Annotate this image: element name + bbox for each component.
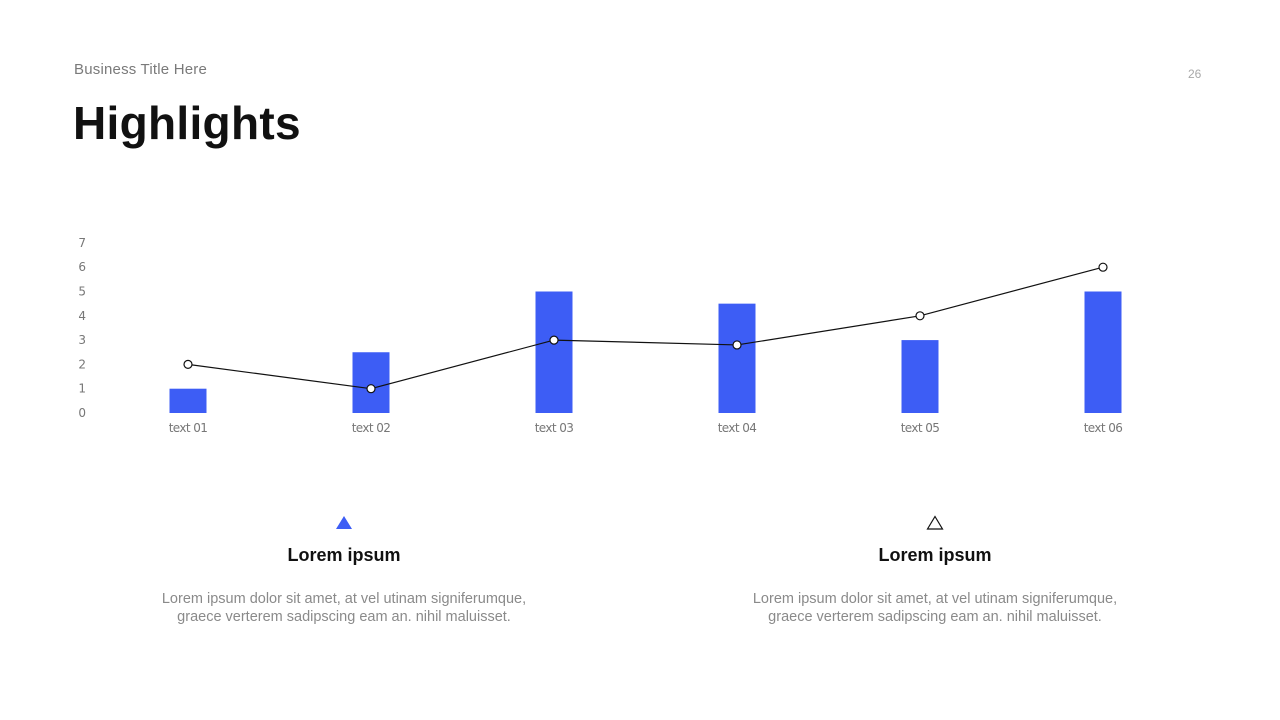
- block-body-line: graece verterem sadipscing eam an. nihil…: [768, 609, 1102, 625]
- x-category-label: text 06: [1084, 421, 1123, 435]
- filled-triangle-icon: [336, 516, 352, 529]
- x-category-label: text 05: [901, 421, 940, 435]
- block-heading: Lorem ipsum: [287, 545, 401, 565]
- y-axis-ticks: 0 1 2 3 4 5 6 7: [78, 236, 86, 420]
- x-axis-labels: text 01 text 02 text 03 text 04 text 05 text …: [169, 421, 1123, 435]
- bar: [718, 303, 756, 413]
- x-category-label: text 03: [535, 421, 574, 435]
- y-tick-label: 5: [78, 285, 86, 299]
- line-series: [183, 262, 1108, 394]
- bar: [169, 388, 207, 413]
- bar: [535, 291, 573, 413]
- line-path: [187, 266, 1104, 390]
- line-marker: [549, 335, 559, 345]
- bar: [352, 352, 390, 413]
- bar: [901, 340, 939, 413]
- business-subtitle: Business Title Here: [74, 61, 208, 78]
- highlight-block-1: Lorem ipsum Lorem ipsum dolor sit amet, …: [114, 515, 574, 626]
- y-tick-label: 3: [78, 333, 86, 347]
- page-number: 26: [1188, 67, 1202, 81]
- line-marker: [366, 384, 376, 394]
- block-heading: Lorem ipsum: [878, 545, 992, 565]
- line-marker: [915, 311, 925, 321]
- line-marker: [183, 359, 193, 369]
- block-body: Lorem ipsum dolor sit amet, at vel utina…: [114, 590, 574, 626]
- line-marker: [732, 340, 742, 350]
- bars: [169, 291, 1122, 413]
- y-tick-label: 1: [78, 382, 86, 396]
- highlight-block-2: Lorem ipsum Lorem ipsum dolor sit amet, …: [705, 515, 1165, 626]
- block-body-line: graece verterem sadipscing eam an. nihil…: [177, 609, 511, 625]
- block-body: Lorem ipsum dolor sit amet, at vel utina…: [705, 590, 1165, 626]
- y-tick-label: 0: [78, 406, 86, 420]
- x-category-label: text 02: [352, 421, 391, 435]
- block-body-line: Lorem ipsum dolor sit amet, at vel utina…: [161, 591, 527, 607]
- y-tick-label: 6: [78, 260, 86, 274]
- bar: [1084, 291, 1122, 413]
- line-marker: [1098, 262, 1108, 272]
- block-body-line: Lorem ipsum dolor sit amet, at vel utina…: [752, 591, 1118, 607]
- x-category-label: text 01: [169, 421, 208, 435]
- page-title: Highlights: [73, 97, 301, 149]
- outline-triangle-icon: [926, 515, 944, 530]
- y-tick-label: 7: [78, 236, 86, 250]
- y-tick-label: 2: [78, 357, 86, 371]
- y-tick-label: 4: [78, 309, 86, 323]
- x-category-label: text 04: [718, 421, 757, 435]
